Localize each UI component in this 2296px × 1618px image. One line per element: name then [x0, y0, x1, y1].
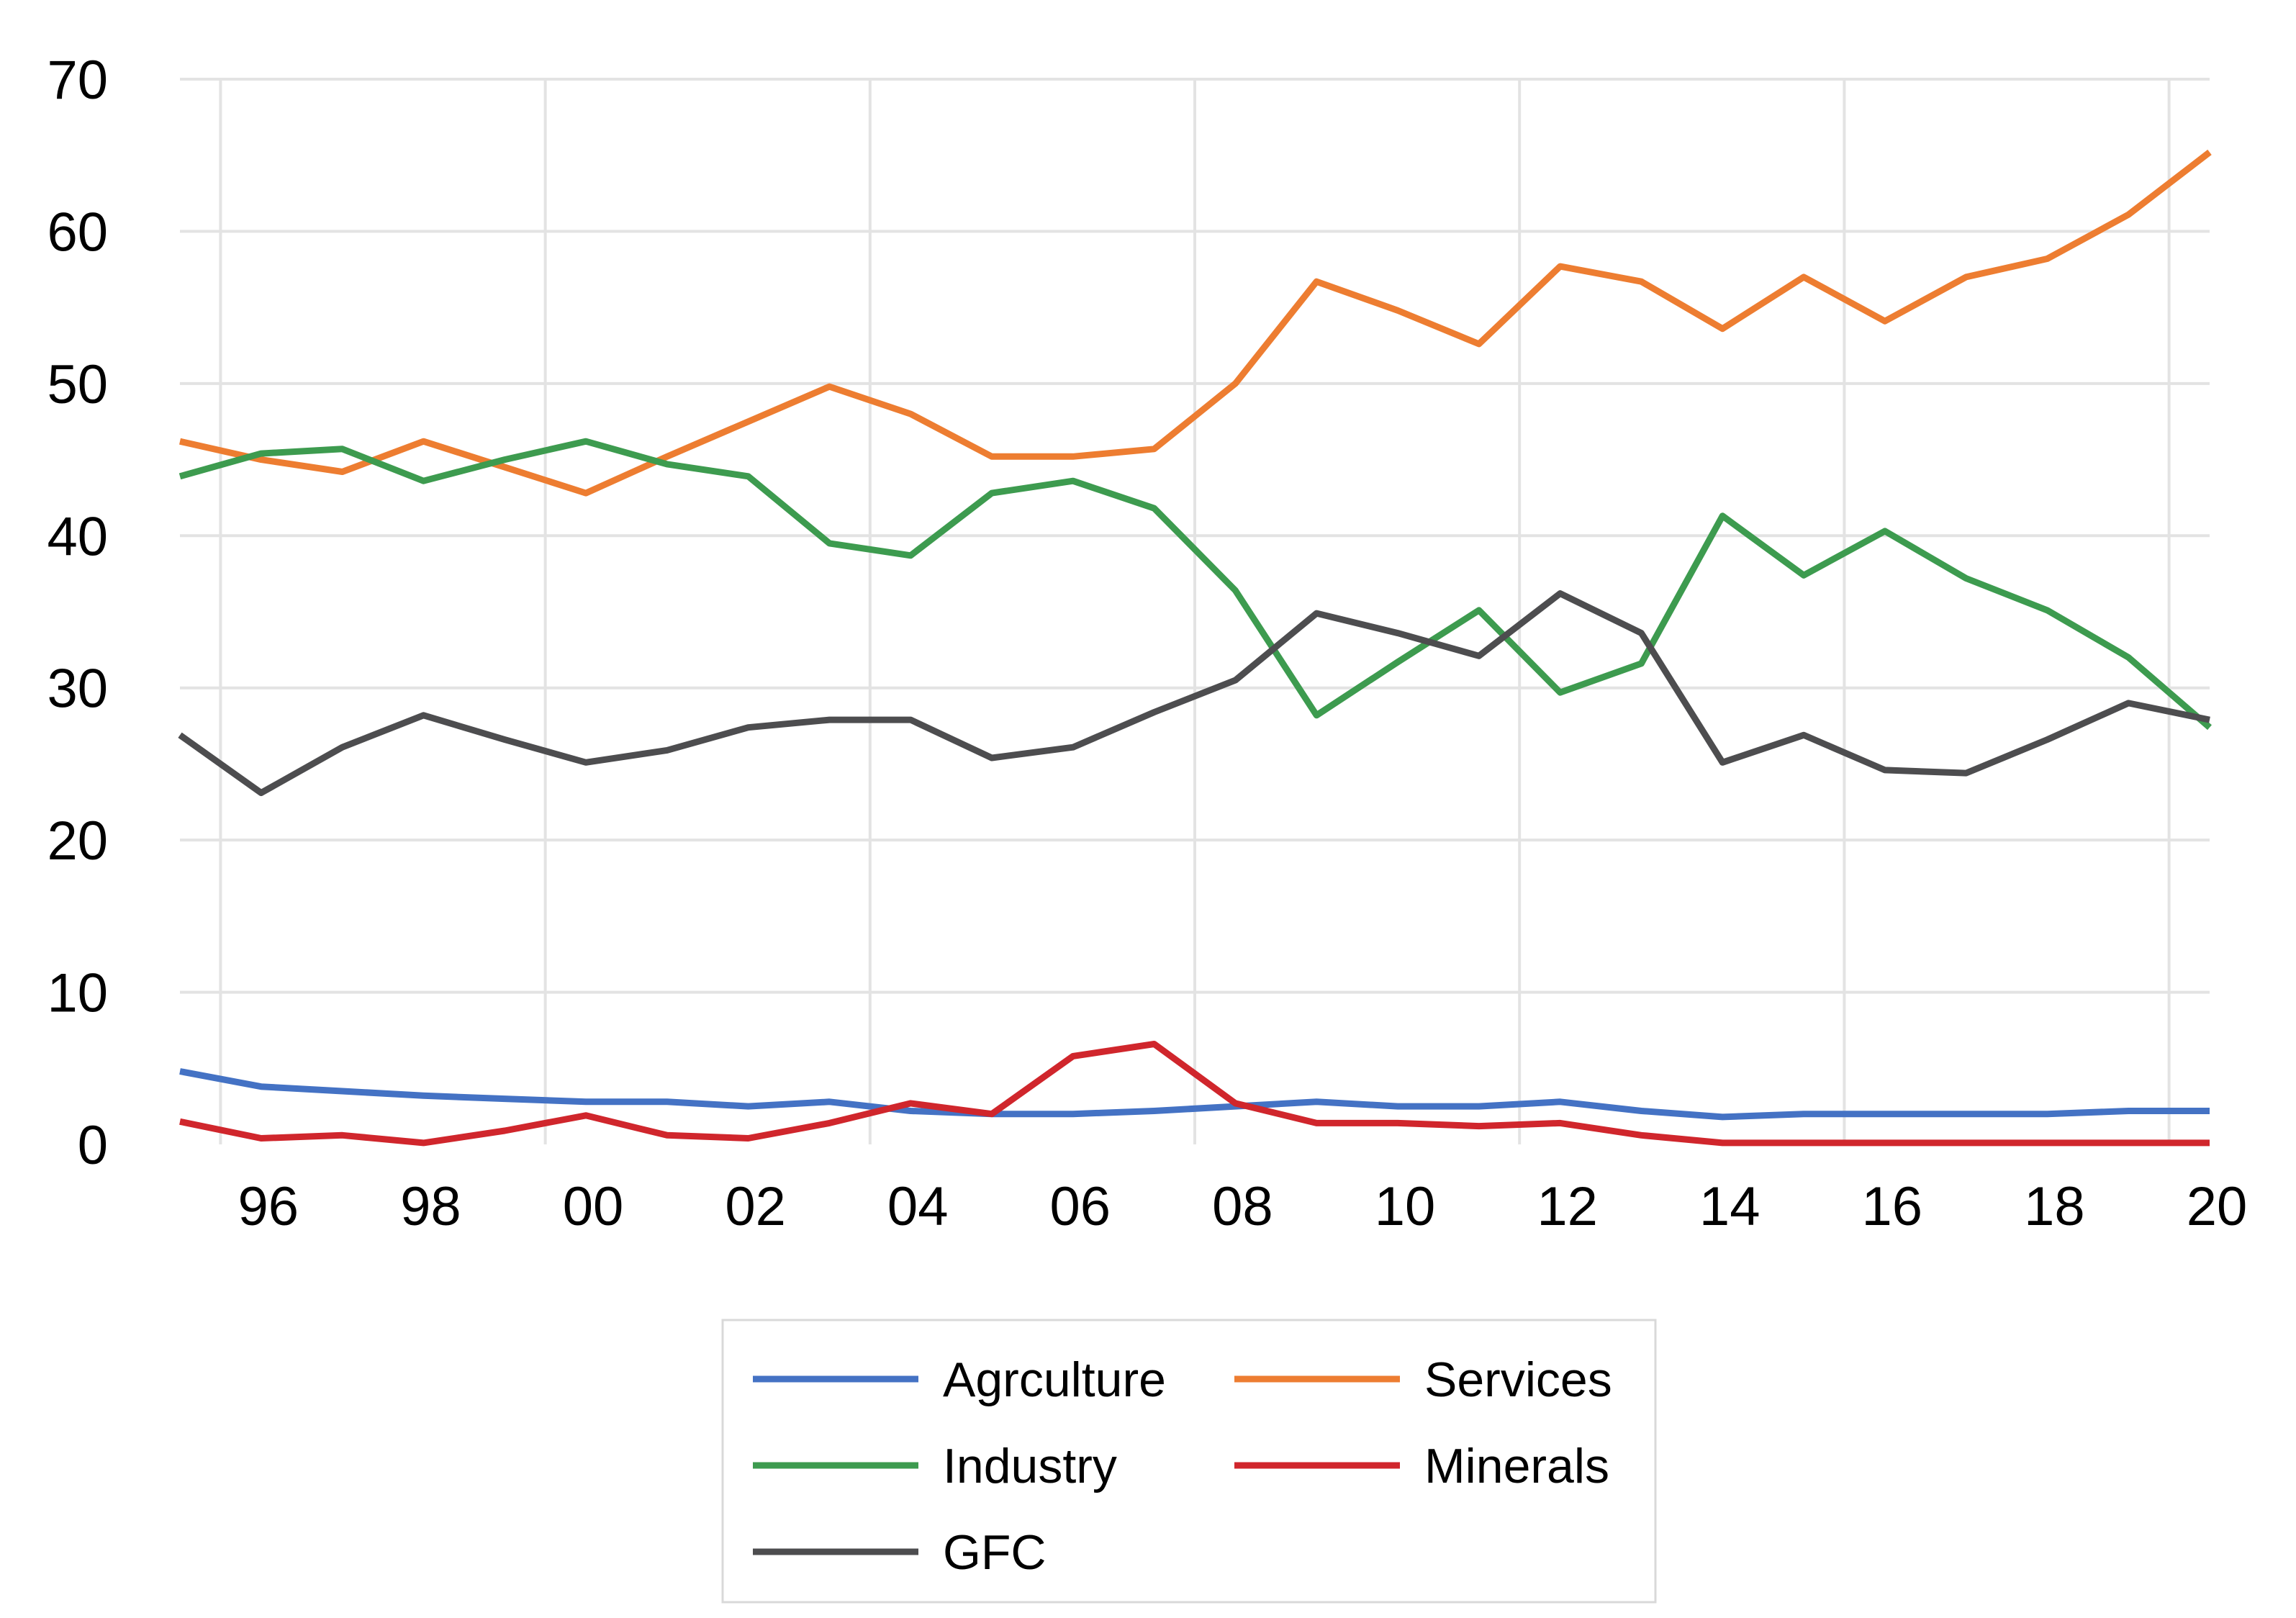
- series-line-services: [179, 149, 2212, 497]
- x-tick-label-20: 20: [2187, 1176, 2248, 1237]
- horizontal-gridlines: [180, 78, 2210, 994]
- legend-box: [721, 1319, 1657, 1604]
- series-lines: [178, 149, 2212, 1147]
- y-tick-label-50: 50: [47, 354, 108, 415]
- vertical-gridlines: [219, 79, 2171, 1144]
- legend: Agrculture Services Industry Minerals GFC: [721, 1319, 1657, 1604]
- series-line-gfc: [178, 590, 2210, 797]
- y-tick-label-30: 30: [47, 659, 108, 720]
- x-tick-label-08: 08: [1212, 1176, 1273, 1237]
- legend-label-industry: Industry: [943, 1439, 1117, 1493]
- x-tick-label-16: 16: [1862, 1176, 1923, 1237]
- x-tick-label-18: 18: [2024, 1176, 2085, 1237]
- x-tick-label-96: 96: [238, 1176, 299, 1237]
- y-tick-label-40: 40: [47, 506, 108, 567]
- x-tick-label-14: 14: [1699, 1176, 1761, 1237]
- legend-label-minerals: Minerals: [1424, 1439, 1609, 1493]
- y-tick-label-70: 70: [47, 50, 108, 111]
- series-line-agrculture: [179, 1068, 2210, 1121]
- legend-label-agrculture: Agrculture: [943, 1352, 1166, 1407]
- series-line-minerals: [179, 1041, 2210, 1147]
- y-tick-label-10: 10: [47, 963, 108, 1024]
- legend-label-services: Services: [1424, 1352, 1612, 1407]
- y-axis-tick-labels: 0 10 20 30 40 50 60 70: [47, 50, 108, 1176]
- y-tick-label-0: 0: [78, 1115, 108, 1176]
- y-tick-label-60: 60: [47, 202, 108, 263]
- x-tick-label-98: 98: [400, 1176, 461, 1237]
- x-tick-label-02: 02: [725, 1176, 786, 1237]
- x-tick-label-06: 06: [1050, 1176, 1111, 1237]
- x-tick-label-10: 10: [1375, 1176, 1436, 1237]
- x-tick-label-12: 12: [1537, 1176, 1598, 1237]
- x-tick-label-00: 00: [563, 1176, 624, 1237]
- legend-label-gfc: GFC: [943, 1525, 1047, 1580]
- x-tick-label-04: 04: [887, 1176, 949, 1237]
- x-axis-tick-labels: 96 98 00 02 04 06 08 10 12 14 16 18 20: [238, 1176, 2248, 1237]
- y-tick-label-20: 20: [47, 810, 108, 872]
- series-line-industry: [178, 438, 2212, 731]
